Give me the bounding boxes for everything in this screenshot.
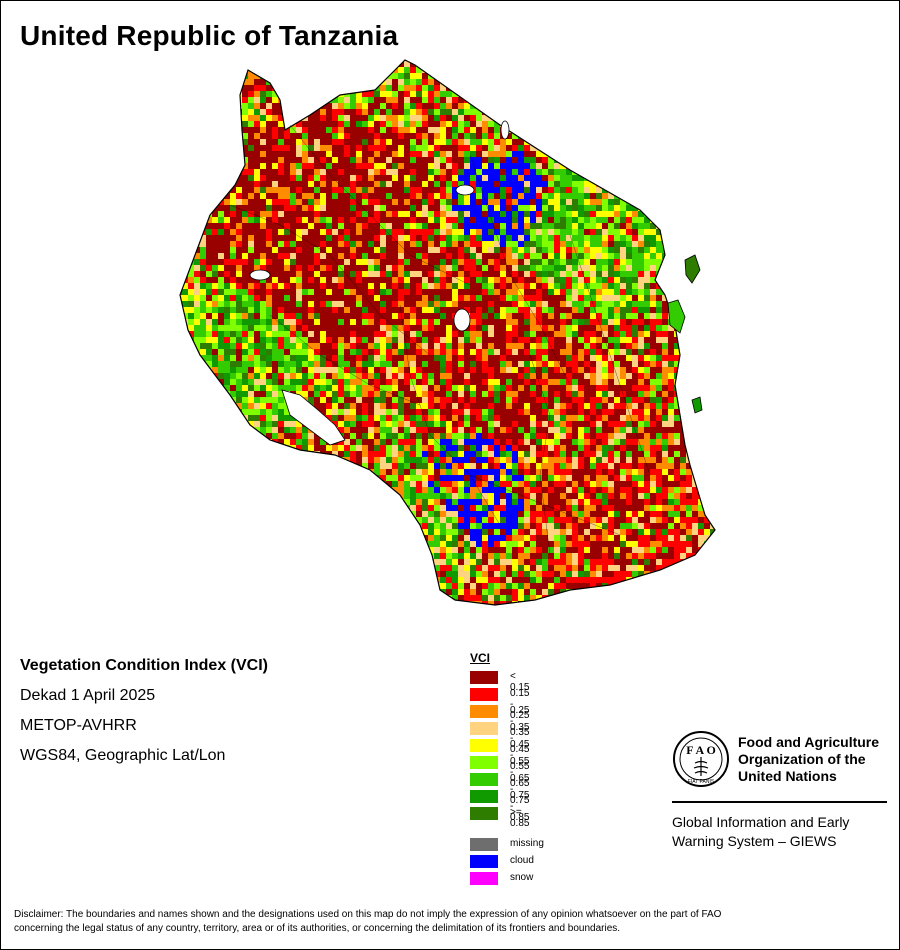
fao-logo-icon: F A O FIAT PANIS — [673, 731, 729, 787]
legend-row: snow — [470, 870, 533, 887]
period-label: Dekad 1 April 2025 — [20, 687, 156, 704]
map-info: Vegetation Condition Index (VCI) Dekad 1… — [20, 657, 268, 777]
legend-label: 0.15 - 0.25 — [510, 688, 530, 721]
legend-row: cloud — [470, 853, 534, 870]
legend-label: missing — [510, 838, 544, 849]
disclaimer: Disclaimer: The boundaries and names sho… — [14, 908, 884, 936]
giews-line: Warning System – GIEWS — [672, 833, 837, 849]
legend-label: 0.35 - 0.45 — [510, 722, 530, 755]
vci-raster — [180, 60, 715, 605]
legend-label: 0.75 - 0.85 — [510, 790, 530, 823]
island-pemba — [684, 254, 701, 284]
legend-swatch — [470, 705, 498, 718]
legend-row: 0.25 - 0.35 — [470, 703, 529, 738]
legend-row: 0.45 - 0.55 — [470, 737, 529, 772]
disclaimer-line: Disclaimer: The boundaries and names sho… — [14, 909, 722, 920]
fao-name-line: Organization of the — [738, 751, 866, 767]
fao-name-line: Food and Agriculture — [738, 734, 880, 750]
legend-swatch — [470, 855, 498, 868]
divider — [672, 801, 887, 803]
legend-label: < 0.15 — [510, 671, 530, 693]
disclaimer-line: concerning the legal status of any count… — [14, 923, 621, 934]
legend-swatch — [470, 807, 498, 820]
legend-label: >= 0.85 — [510, 807, 530, 829]
sensor-label: METOP-AVHRR — [20, 717, 137, 734]
legend-label: cloud — [510, 855, 534, 866]
legend-title: VCI — [470, 651, 491, 665]
island-mafia — [691, 396, 703, 414]
legend-swatch — [470, 739, 498, 752]
fao-name-line: United Nations — [738, 768, 837, 784]
legend-row: 0.15 - 0.25 — [470, 686, 529, 721]
legend-swatch — [470, 756, 498, 769]
legend-row: < 0.15 — [470, 669, 529, 693]
legend-classes: < 0.15 0.15 - 0.25 0.25 - 0.35 0.35 - 0.45 0… — [470, 669, 529, 829]
vci-legend: VCI < 0.15 0.15 - 0.25 0.25 - 0.35 0.35 - 0… — [470, 651, 544, 887]
legend-row: missing — [470, 836, 544, 853]
legend-swatch — [470, 773, 498, 786]
legend-label: 0.65 - 0.75 — [510, 773, 530, 806]
legend-other: missing cloud snow — [470, 836, 544, 887]
legend-label: 0.55 - 0.65 — [510, 756, 530, 789]
fao-name: Food and Agriculture Organization of the… — [738, 734, 898, 785]
legend-swatch — [470, 722, 498, 735]
tanzania-vci-map — [179, 59, 716, 606]
legend-swatch — [470, 790, 498, 803]
index-name: Vegetation Condition Index (VCI) — [20, 657, 268, 674]
giews-label: Global Information and Early Warning Sys… — [672, 813, 887, 851]
island-zanzibar — [667, 299, 686, 334]
projection-label: WGS84, Geographic Lat/Lon — [20, 747, 226, 764]
legend-label: 0.45 - 0.55 — [510, 739, 530, 772]
lake — [249, 269, 271, 281]
legend-swatch — [470, 872, 498, 885]
legend-label: 0.25 - 0.35 — [510, 705, 530, 738]
legend-label: snow — [510, 872, 534, 883]
lake — [500, 120, 510, 140]
legend-row: 0.35 - 0.45 — [470, 720, 529, 755]
giews-line: Global Information and Early — [672, 814, 850, 830]
legend-swatch — [470, 688, 498, 701]
lake — [281, 389, 346, 446]
map-title: United Republic of Tanzania — [20, 20, 399, 51]
legend-swatch — [470, 838, 498, 851]
legend-swatch — [470, 671, 498, 684]
legend-row: 0.75 - 0.85 — [470, 788, 529, 823]
region-boundaries — [229, 124, 651, 556]
lake — [455, 184, 475, 196]
legend-row: 0.65 - 0.75 — [470, 771, 529, 806]
legend-row: >= 0.85 — [470, 805, 529, 829]
lake — [453, 308, 471, 332]
legend-row: 0.55 - 0.65 — [470, 754, 529, 789]
